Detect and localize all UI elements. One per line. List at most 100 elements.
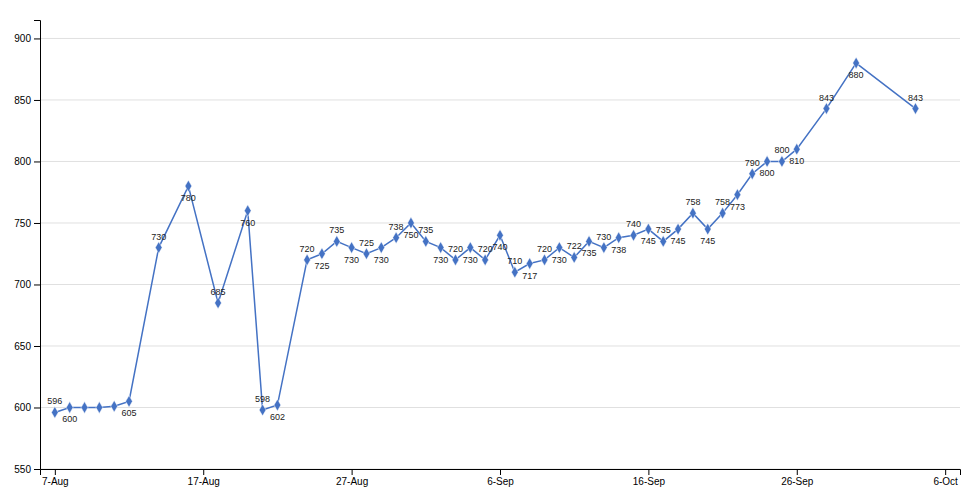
- tick: 27-Aug: [336, 469, 368, 487]
- marker: [422, 236, 429, 248]
- data-label: 758: [685, 197, 700, 207]
- tick: 750: [14, 218, 40, 229]
- tick: 6-Oct: [933, 469, 958, 487]
- marker: [793, 143, 800, 155]
- marker: [526, 258, 533, 270]
- marker: [660, 236, 667, 248]
- data-label: 722: [567, 241, 582, 251]
- marker: [645, 223, 652, 235]
- marker: [363, 248, 370, 260]
- marker: [155, 242, 162, 254]
- tick-mark: [34, 38, 40, 39]
- tick: 17-Aug: [188, 469, 220, 487]
- data-label: 730: [433, 255, 448, 265]
- marker: [719, 207, 726, 219]
- data-label: 730: [596, 232, 611, 242]
- tick-mark: [648, 469, 649, 475]
- grid: [40, 38, 960, 469]
- data-label: 710: [507, 256, 522, 266]
- tick: 550: [14, 464, 40, 475]
- marker: [274, 399, 281, 411]
- data-label: 730: [552, 255, 567, 265]
- data-label: 605: [122, 408, 137, 418]
- series: [51, 57, 918, 418]
- tick-mark: [352, 469, 353, 475]
- data-label: 843: [819, 93, 834, 103]
- data-label: 760: [240, 218, 255, 228]
- data-label: 740: [626, 219, 641, 229]
- marker: [126, 395, 133, 407]
- tick-label: 17-Aug: [188, 476, 220, 487]
- data-label: 843: [908, 93, 923, 103]
- data-label: 773: [730, 202, 745, 212]
- tick-mark: [55, 469, 56, 475]
- marker: [482, 254, 489, 266]
- tick-label: 6-Sep: [487, 476, 514, 487]
- tick-label: 900: [14, 33, 31, 44]
- marker: [749, 168, 756, 180]
- data-label: 750: [403, 230, 418, 240]
- y-axis: 550600650700750800850900: [14, 21, 40, 475]
- data-label: 730: [344, 255, 359, 265]
- marker: [51, 407, 58, 419]
- data-label: 880: [849, 70, 864, 80]
- grid-line: [40, 284, 960, 285]
- grid-line: [40, 407, 960, 408]
- marker: [734, 189, 741, 201]
- tick: 700: [14, 279, 40, 290]
- data-label: 602: [270, 412, 285, 422]
- tick: 900: [14, 33, 40, 44]
- marker: [66, 402, 73, 414]
- marker: [541, 254, 548, 266]
- data-label: 740: [492, 242, 507, 252]
- data-label: 745: [700, 236, 715, 246]
- marker: [675, 223, 682, 235]
- data-label: 758: [715, 197, 730, 207]
- marker: [215, 297, 222, 309]
- plot: 7-Aug17-Aug27-Aug6-Sep16-Sep26-Sep6-Oct5…: [14, 21, 960, 488]
- data-label: 780: [181, 193, 196, 203]
- tick: 7-Aug: [42, 469, 69, 487]
- marker: [348, 242, 355, 254]
- tick: 850: [14, 95, 40, 106]
- marker: [185, 180, 192, 192]
- marker: [764, 156, 771, 168]
- data-label: 790: [745, 158, 760, 168]
- tick-mark: [34, 469, 40, 470]
- marker: [244, 205, 251, 217]
- data-label: 735: [656, 225, 671, 235]
- tick: 16-Sep: [633, 469, 666, 487]
- axis-line: [34, 21, 41, 470]
- data-label: 800: [760, 168, 775, 178]
- data-labels: 5966006057307806857605986027207257357307…: [47, 70, 923, 424]
- data-label: 720: [300, 244, 315, 254]
- tick-label: 27-Aug: [336, 476, 368, 487]
- marker: [96, 402, 103, 414]
- marker: [823, 103, 830, 115]
- tick: 6-Sep: [487, 469, 514, 487]
- tick-mark: [203, 469, 204, 475]
- marker: [393, 232, 400, 244]
- marker: [452, 254, 459, 266]
- marker: [437, 242, 444, 254]
- data-label: 730: [463, 255, 478, 265]
- marker: [704, 223, 711, 235]
- data-label: 725: [359, 238, 374, 248]
- marker: [259, 404, 266, 416]
- line: [55, 63, 916, 412]
- data-label: 720: [448, 244, 463, 254]
- axis-line: [41, 470, 961, 476]
- data-label: 810: [789, 156, 804, 166]
- data-label: 685: [211, 287, 226, 297]
- tick-mark: [34, 161, 40, 162]
- marker: [779, 156, 786, 168]
- data-label: 738: [611, 245, 626, 255]
- tick-label: 650: [14, 341, 31, 352]
- tick-label: 800: [14, 156, 31, 167]
- tick-mark: [34, 346, 40, 347]
- marker: [81, 402, 88, 414]
- tick-label: 6-Oct: [933, 476, 958, 487]
- marker: [586, 236, 593, 248]
- grid-line: [40, 38, 960, 39]
- data-label: 735: [329, 225, 344, 235]
